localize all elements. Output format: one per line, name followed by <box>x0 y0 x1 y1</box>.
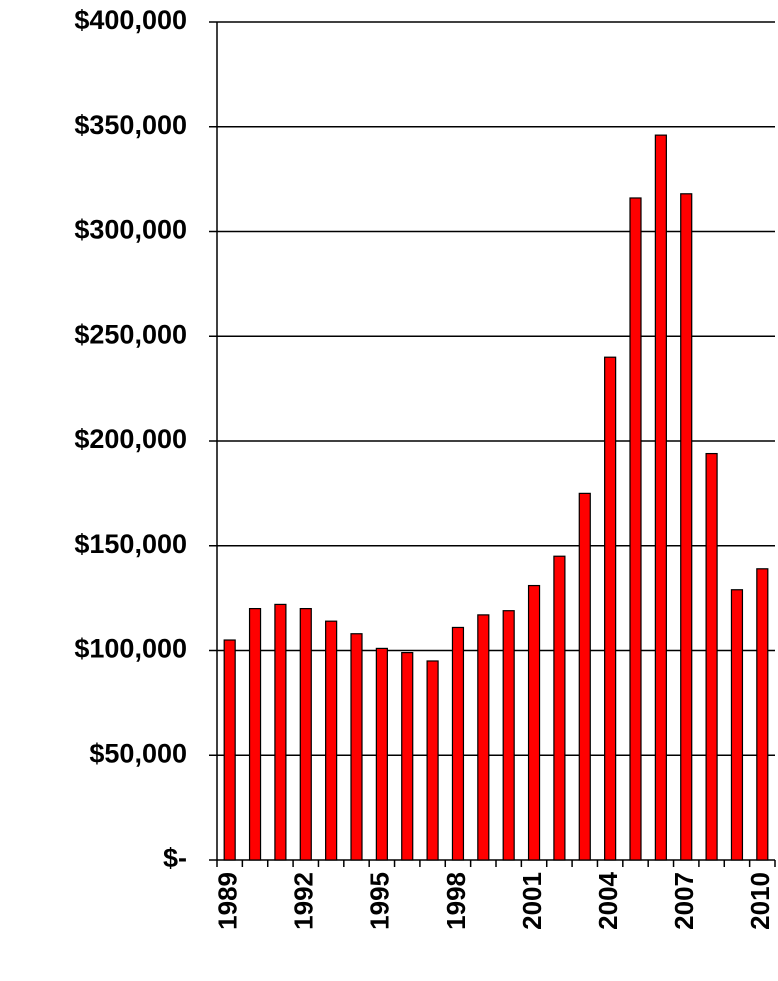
bar <box>426 660 439 861</box>
bar <box>654 134 667 861</box>
bar <box>502 610 515 861</box>
bar <box>223 639 236 861</box>
bar <box>350 633 363 861</box>
bar <box>629 197 642 861</box>
bar <box>477 614 490 861</box>
x-tick-label: 2004 <box>593 871 623 929</box>
bar <box>325 620 338 861</box>
y-tick-label: $- <box>163 843 187 873</box>
bar <box>705 452 718 861</box>
bar <box>375 647 388 861</box>
bar <box>578 492 591 861</box>
bar <box>604 356 617 861</box>
x-tick-label: 1992 <box>289 872 319 930</box>
y-tick-label: $100,000 <box>74 634 187 664</box>
x-tick-label: 2001 <box>517 872 547 930</box>
bar <box>248 607 262 861</box>
x-tick-label: 1989 <box>213 872 243 930</box>
bar <box>527 584 541 861</box>
bar <box>299 607 312 861</box>
y-tick-label: $50,000 <box>89 738 187 768</box>
bar <box>680 193 693 861</box>
x-tick-label: 2010 <box>745 872 775 930</box>
y-tick-label: $250,000 <box>74 319 187 349</box>
bar <box>756 568 769 861</box>
bar <box>274 603 287 861</box>
bar <box>553 555 566 861</box>
x-tick-label: 1998 <box>441 872 471 930</box>
y-tick-label: $200,000 <box>74 424 187 454</box>
y-tick-label: $400,000 <box>74 5 187 35</box>
bar <box>451 626 465 861</box>
x-tick-label: 1995 <box>365 872 395 930</box>
x-tick-label: 2007 <box>669 872 699 930</box>
y-tick-label: $150,000 <box>74 529 187 559</box>
bar <box>730 589 744 861</box>
bar <box>401 651 414 861</box>
y-tick-label: $350,000 <box>74 110 187 140</box>
y-tick-label: $300,000 <box>74 215 187 245</box>
